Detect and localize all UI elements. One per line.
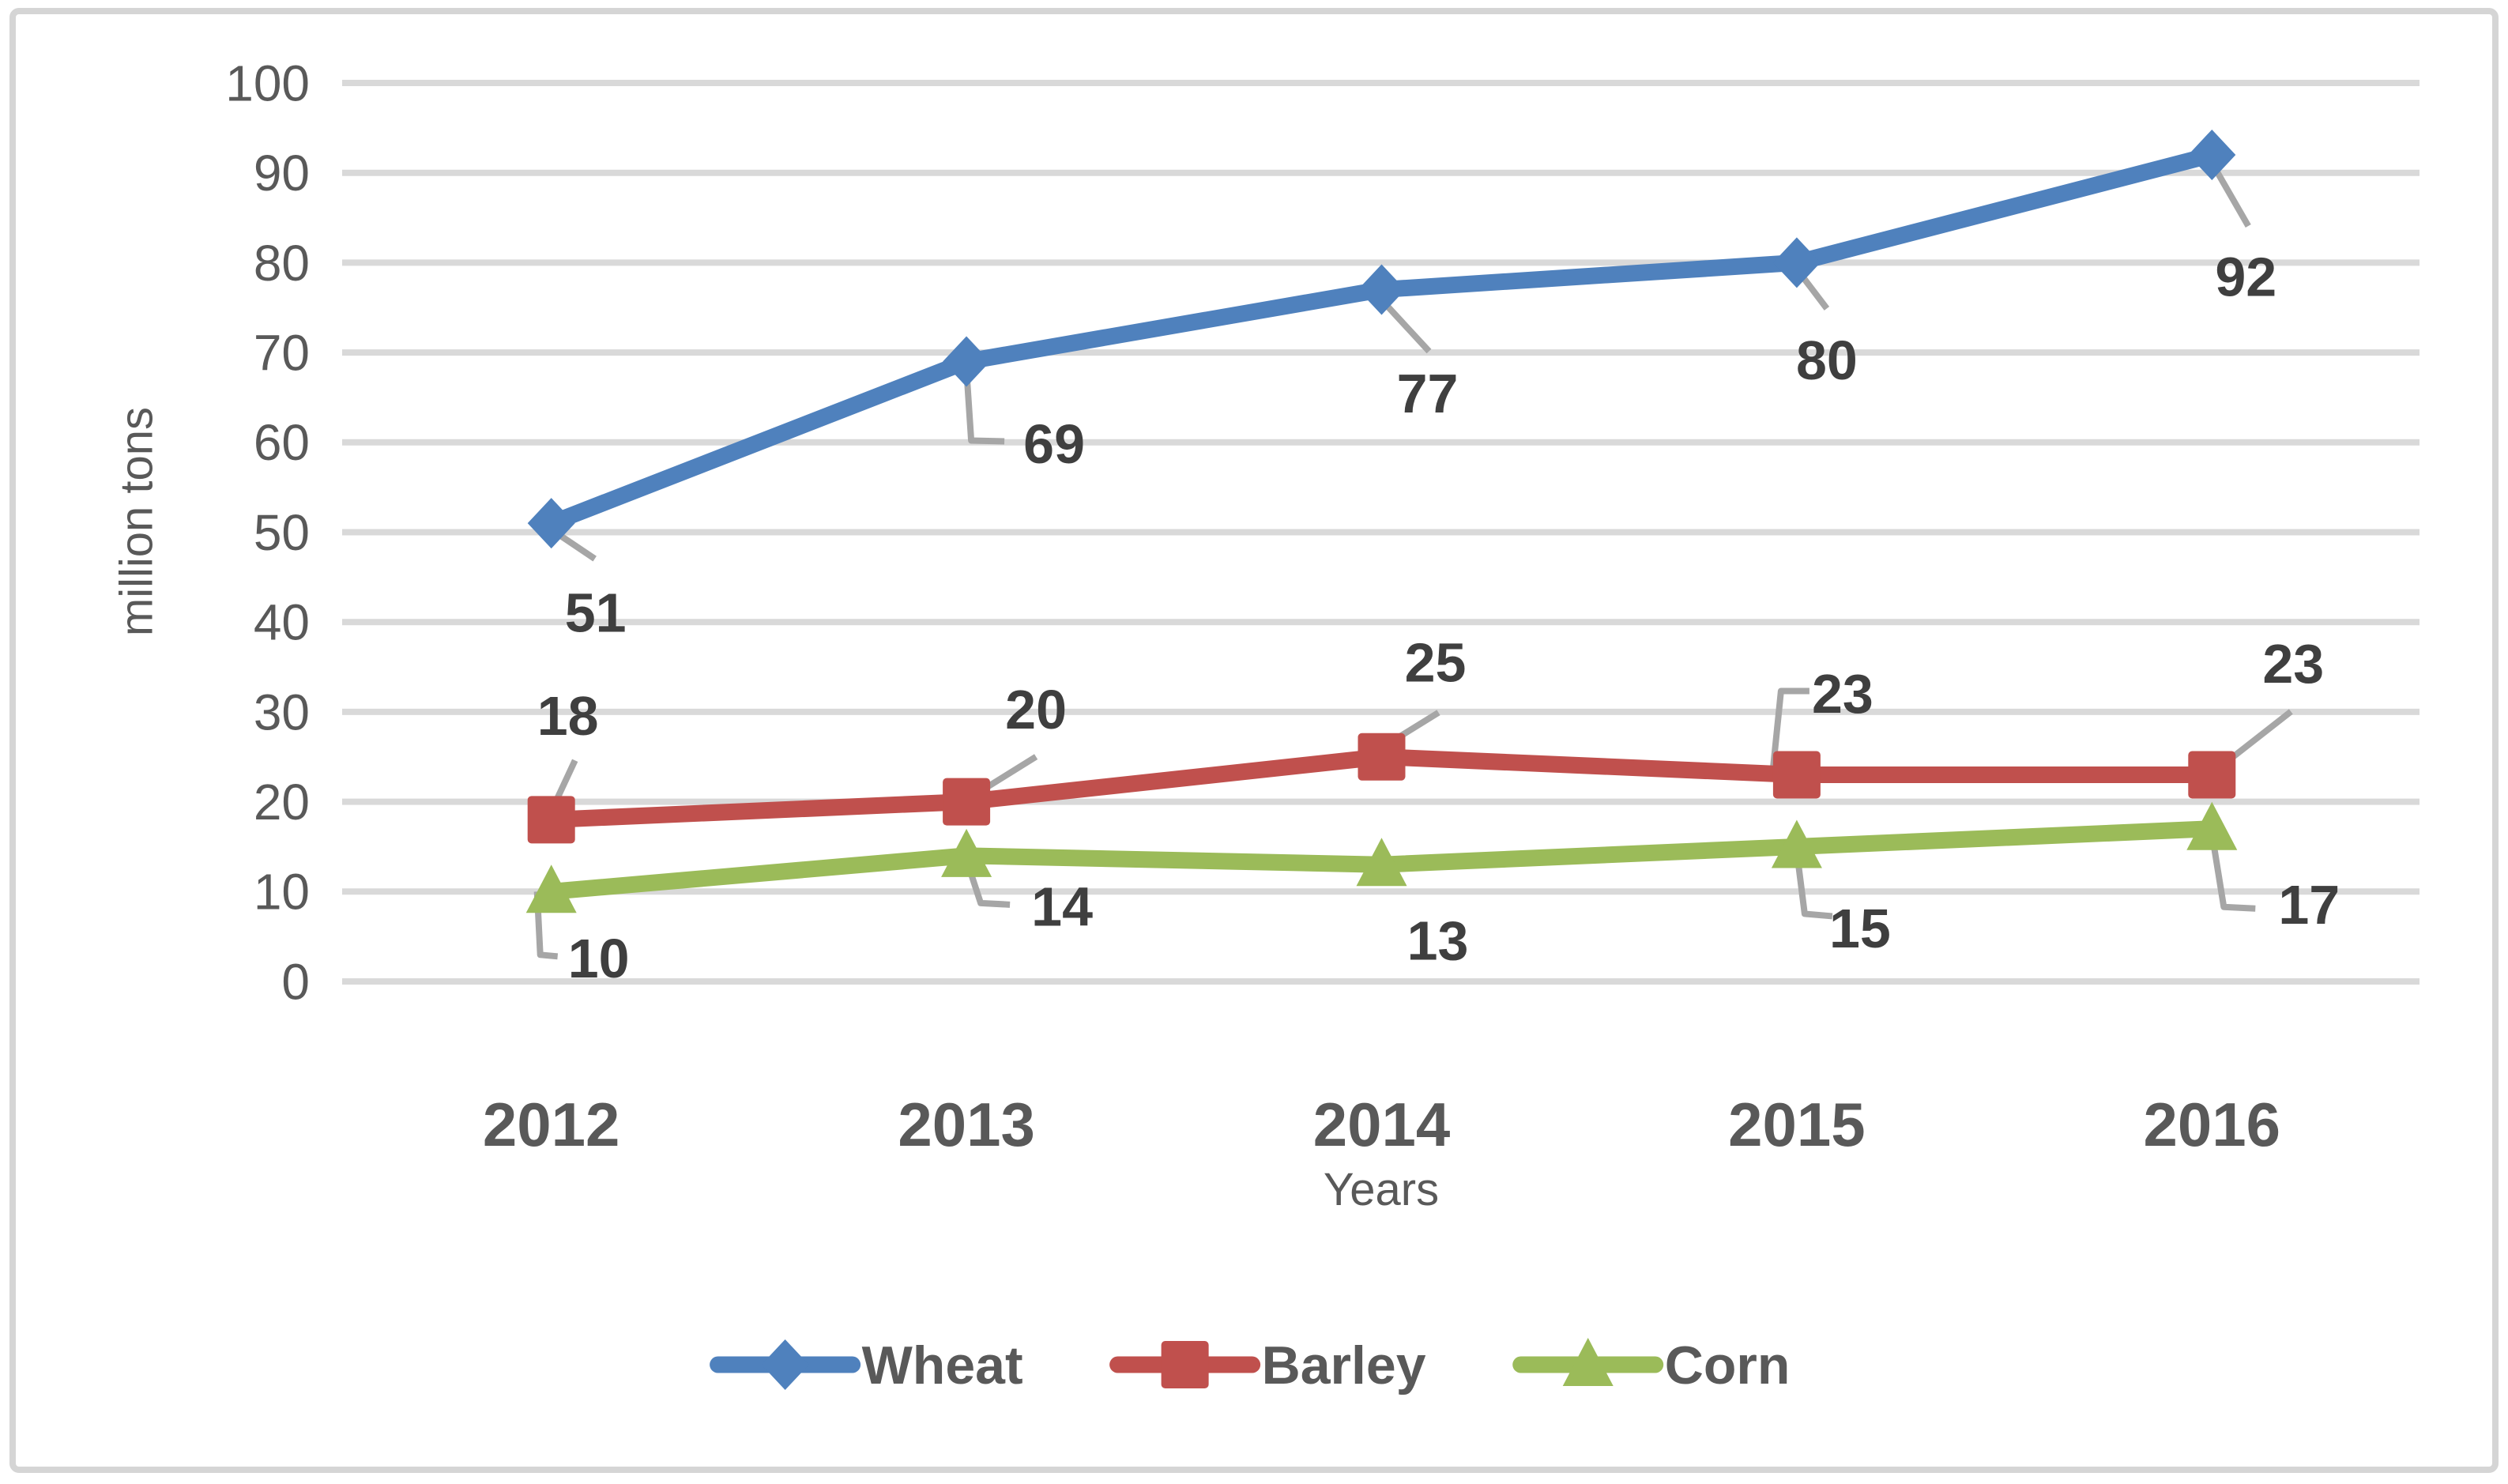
barley-marker [943, 778, 991, 826]
chart-border [9, 8, 2499, 1473]
corn-marker [2186, 801, 2238, 850]
data-label: 25 [1405, 631, 1467, 693]
leader-line [1793, 850, 1833, 920]
barley-markers [527, 733, 2236, 844]
y-tick-label: 50 [254, 504, 310, 561]
barley-marker [1358, 733, 1406, 781]
x-tick-label: 2015 [1728, 1090, 1866, 1159]
y-tick-label: 10 [254, 864, 310, 921]
data-label: 23 [1812, 663, 1873, 725]
leader-line [1769, 687, 1809, 769]
leader-line [2209, 833, 2256, 912]
data-label: 51 [565, 582, 627, 644]
data-label: 69 [1023, 413, 1085, 475]
legend-triangle-icon [1562, 1338, 1614, 1386]
data-label: 15 [1829, 898, 1891, 959]
y-tick-label: 30 [254, 684, 310, 740]
data-label: 17 [2278, 874, 2340, 936]
y-tick-label: 0 [281, 953, 310, 1010]
corn-marker [1771, 819, 1822, 868]
legend-label: Wheat [862, 1335, 1023, 1395]
y-axis-tick-labels: 0 10 20 30 40 50 60 70 80 90 100 [225, 55, 310, 1010]
data-label: 77 [1397, 363, 1459, 424]
corn-markers [525, 801, 2238, 913]
legend-item-corn: Corn [1512, 1335, 1791, 1395]
wheat-marker [1358, 264, 1406, 315]
barley-marker [1772, 751, 1821, 799]
legend-item-wheat: Wheat [710, 1335, 1023, 1395]
legend-diamond-icon [761, 1339, 809, 1390]
y-tick-label: 40 [254, 594, 310, 651]
corn-marker [941, 828, 992, 877]
data-label: 18 [537, 685, 599, 747]
legend-item-barley: Barley [1109, 1335, 1426, 1395]
x-tick-label: 2016 [2144, 1090, 2281, 1159]
x-tick-label: 2012 [483, 1090, 620, 1159]
legend-square-icon [1161, 1341, 1209, 1388]
wheat-marker [1772, 237, 1821, 288]
wheat-marker [527, 498, 575, 549]
data-label: 14 [1031, 876, 1093, 937]
gridlines [342, 80, 2420, 985]
x-tick-label: 2013 [898, 1090, 1035, 1159]
x-axis-title: Years [1324, 1164, 1439, 1215]
data-label: 13 [1407, 910, 1469, 972]
wheat-markers [527, 129, 2236, 549]
legend-label: Barley [1262, 1335, 1426, 1395]
wheat-marker [943, 336, 991, 387]
wheat-marker [2188, 129, 2236, 180]
barley-marker [2188, 751, 2236, 799]
barley-marker [527, 796, 575, 844]
wheat-line [543, 146, 2220, 532]
legend: Wheat Barley Corn [710, 1335, 1791, 1395]
data-label: 10 [568, 928, 630, 989]
legend-label: Corn [1665, 1335, 1791, 1395]
data-label: 23 [2262, 633, 2324, 695]
leader-line [1379, 297, 1432, 354]
y-tick-label: 60 [254, 414, 310, 471]
leader-line [963, 369, 1005, 445]
y-tick-label: 100 [225, 55, 310, 111]
data-label: 92 [2215, 246, 2276, 307]
y-tick-label: 80 [254, 235, 310, 292]
corn-marker [1356, 838, 1407, 887]
x-axis-tick-labels: 2012 2013 2014 2015 2016 [483, 1090, 2280, 1159]
corn-marker [525, 864, 577, 913]
y-axis-title: million tons [111, 407, 162, 636]
x-tick-label: 2014 [1313, 1090, 1451, 1159]
y-tick-label: 70 [254, 325, 310, 382]
data-labels: 51 69 77 80 92 18 20 25 23 23 10 14 13 15 17 [537, 246, 2340, 989]
y-tick-label: 90 [254, 145, 310, 202]
y-tick-label: 20 [254, 774, 310, 831]
data-label: 80 [1796, 330, 1858, 391]
data-label: 20 [1005, 679, 1067, 740]
